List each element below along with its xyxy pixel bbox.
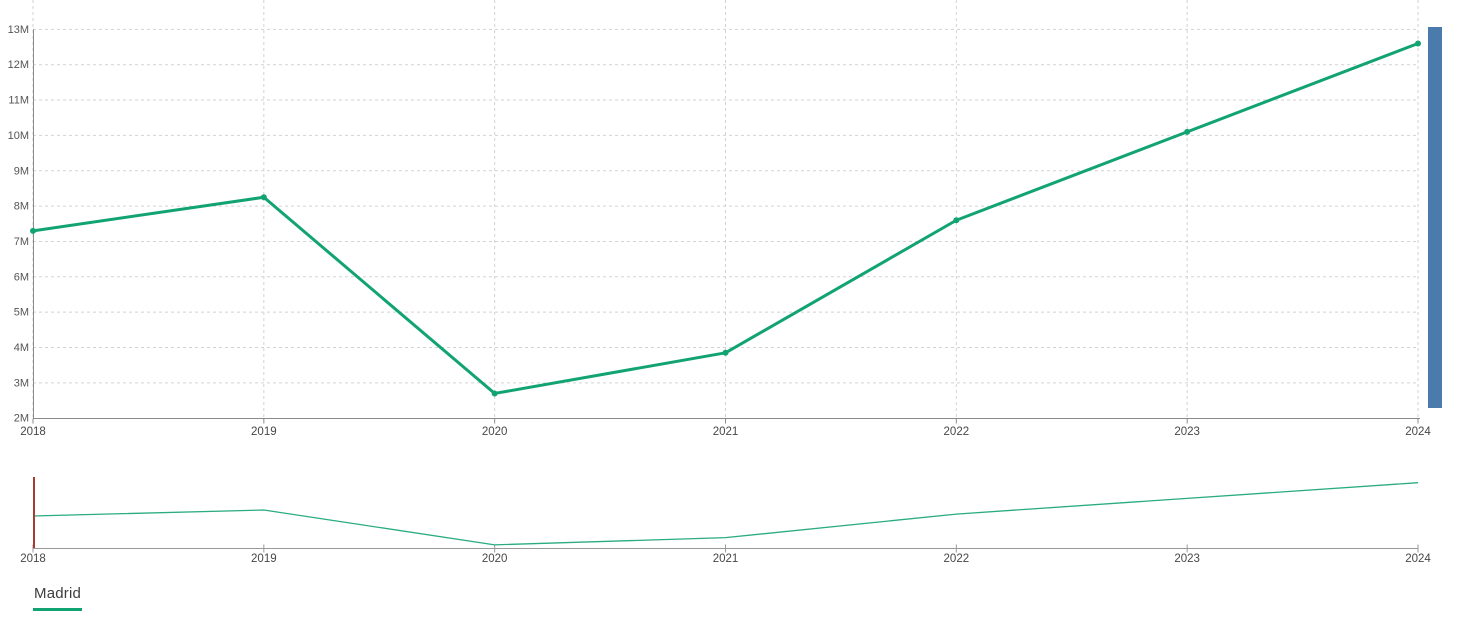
x-tick-label: 2021 [713,426,739,438]
x-tick-label: 2019 [251,426,277,438]
y-tick-label: 10M [8,130,29,142]
series-point[interactable] [953,217,960,224]
series-point[interactable] [1415,40,1421,47]
series-point[interactable] [260,194,267,201]
navigator-x-label: 2021 [713,553,739,565]
navigator-x-label: 2018 [20,553,46,565]
navigator-x-label: 2024 [1405,553,1431,565]
y-tick-label: 5M [14,307,29,319]
x-tick-label: 2023 [1174,426,1200,438]
series-point[interactable] [722,349,729,356]
y-tick-label: 7M [14,236,29,248]
y-tick-label: 11M [8,95,29,107]
series-point[interactable] [491,390,498,397]
y-tick-label: 3M [14,377,29,389]
legend-item-madrid[interactable]: Madrid [33,585,83,611]
navigator-x-label: 2020 [482,553,508,565]
y-tick-label: 8M [14,201,29,213]
y-tick-label: 13M [8,24,29,36]
y-tick-label: 6M [14,271,29,283]
x-tick-label: 2022 [944,426,970,438]
navigator-x-label: 2022 [944,553,970,565]
navigator-series-line[interactable] [32,482,1419,546]
y-tick-label: 2M [14,413,29,425]
y-tick-label: 4M [14,342,29,354]
y-tick-label: 9M [14,165,29,177]
legend: Madrid [33,585,83,611]
x-tick-label: 2024 [1405,426,1431,438]
vertical-scrollbar-thumb[interactable] [1428,27,1442,408]
x-tick-label: 2018 [20,426,46,438]
navigator-x-label: 2023 [1174,553,1200,565]
series-point[interactable] [30,227,36,234]
series-point[interactable] [1184,128,1191,135]
chart-canvas: 2M 3M 4M 5M 6M 7M 8M 9M 10M 11M 12M 13M 2018 2019 2020… [8,0,1442,565]
x-tick-label: 2020 [482,426,508,438]
legend-item-label: Madrid [34,585,82,602]
navigator-x-label: 2019 [251,553,277,565]
y-tick-label: 12M [8,59,29,71]
